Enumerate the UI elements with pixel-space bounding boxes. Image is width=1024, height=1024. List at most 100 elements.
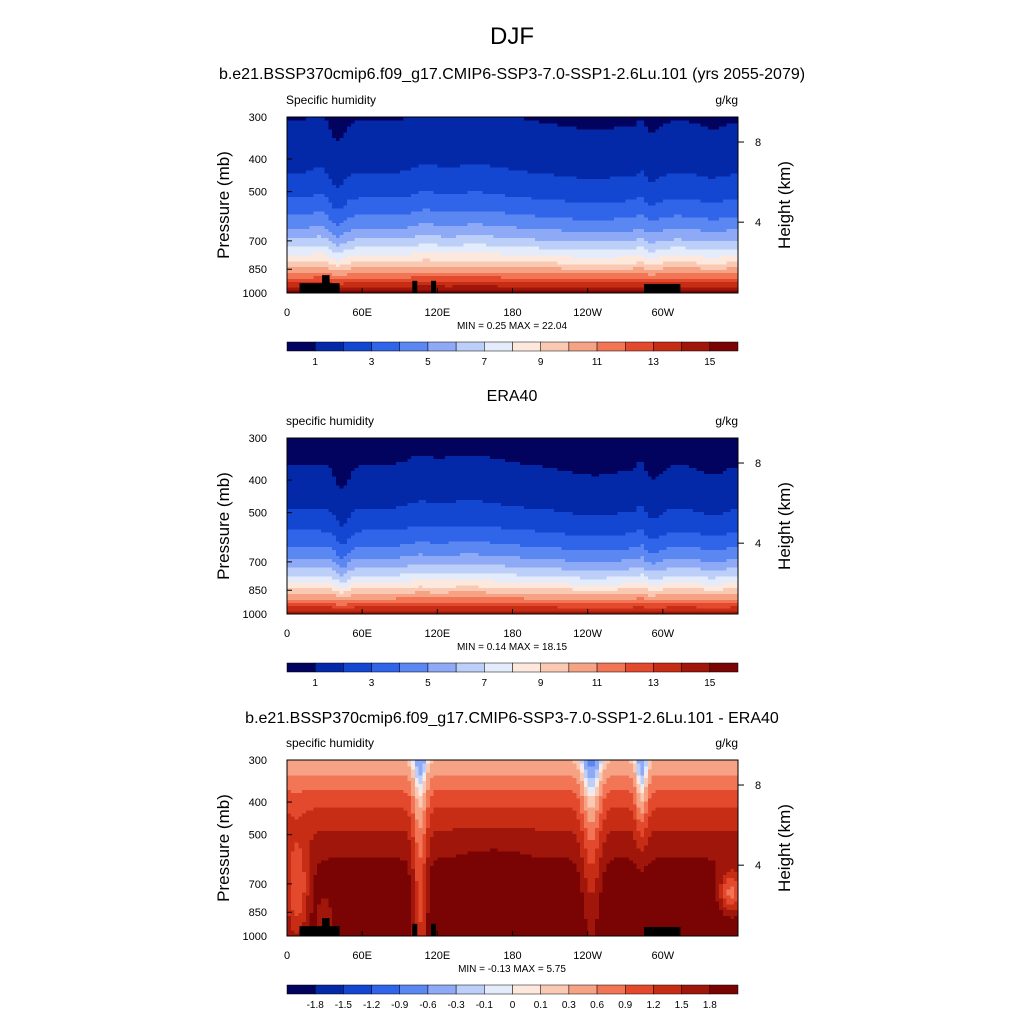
heatmap-cell (437, 178, 442, 183)
heatmap-cell (418, 117, 423, 121)
heatmap-cell (350, 272, 356, 276)
heatmap-cell (377, 216, 382, 221)
heatmap-cell (377, 202, 382, 206)
heatmap-cell (302, 140, 307, 144)
heatmap-cell (467, 205, 472, 209)
heatmap-cell (309, 278, 314, 282)
heatmap-cell (309, 246, 314, 250)
heatmap-cell (422, 181, 427, 186)
heatmap-cell (365, 202, 371, 206)
heatmap-cell (313, 146, 318, 150)
heatmap-cell (478, 207, 484, 212)
heatmap-cell (317, 263, 322, 268)
heatmap-cell (426, 190, 431, 194)
heatmap-cell (422, 137, 427, 142)
heatmap-cell (313, 119, 318, 124)
heatmap-cell (459, 207, 465, 212)
heatmap-cell (298, 175, 303, 180)
heatmap-cell (467, 184, 472, 188)
heatmap-cell (426, 169, 431, 174)
heatmap-cell (384, 158, 390, 162)
heatmap-cell (422, 240, 427, 244)
heatmap-cell (320, 117, 326, 121)
heatmap-cell (456, 149, 461, 153)
heatmap-cell (320, 193, 326, 197)
heatmap-cell (358, 246, 363, 250)
heatmap-cell (463, 216, 468, 221)
heatmap-cell (287, 166, 292, 171)
heatmap-cell (290, 231, 296, 235)
heatmap-cell (388, 163, 393, 168)
heatmap-cell (429, 131, 435, 136)
heatmap-cell (287, 161, 292, 165)
heatmap-cell (335, 122, 341, 127)
heatmap-cell (448, 199, 453, 203)
heatmap-cell (354, 152, 360, 156)
heatmap-cell (354, 155, 360, 159)
heatmap-cell (459, 222, 465, 227)
heatmap-cell (482, 269, 487, 274)
heatmap-cell (407, 134, 412, 139)
heatmap-cell (339, 207, 344, 212)
heatmap-cell (377, 234, 382, 238)
heatmap-cell (395, 172, 401, 177)
heatmap-cell (459, 243, 465, 247)
heatmap-cell (467, 269, 472, 274)
heatmap-cell (302, 181, 307, 186)
heatmap-cell (354, 234, 360, 238)
heatmap-cell (478, 134, 484, 139)
heatmap-cell (287, 263, 292, 268)
heatmap-cell (441, 199, 446, 203)
heatmap-cell (463, 175, 468, 180)
heatmap-cell (441, 134, 446, 139)
heatmap-cell (426, 210, 431, 215)
heatmap-cell (392, 163, 397, 168)
heatmap-cell (486, 184, 491, 188)
heatmap-cell (426, 199, 431, 203)
heatmap-cell (392, 155, 397, 159)
heatmap-cell (290, 175, 296, 180)
heatmap-cell (482, 272, 487, 276)
heatmap-cell (471, 193, 476, 197)
heatmap-cell (471, 231, 476, 235)
heatmap-cell (407, 137, 412, 142)
heatmap-cell (426, 178, 431, 183)
heatmap-cell (411, 210, 416, 215)
heatmap-cell (452, 275, 457, 279)
heatmap-cell (459, 219, 465, 224)
heatmap-cell (343, 246, 348, 250)
heatmap-cell (395, 128, 401, 133)
heatmap-cell (305, 272, 311, 276)
heatmap-cell (418, 222, 423, 227)
heatmap-cell (358, 243, 363, 247)
heatmap-cell (384, 290, 390, 294)
heatmap-cell (347, 210, 352, 215)
heatmap-cell (350, 119, 356, 124)
heatmap-cell (320, 184, 326, 188)
heatmap-cell (365, 163, 371, 168)
heatmap-cell (309, 269, 314, 274)
heatmap-cell (422, 287, 427, 291)
heatmap-cell (324, 190, 329, 194)
heatmap-cell (459, 152, 465, 156)
heatmap-cell (335, 210, 341, 215)
heatmap-cell (486, 290, 491, 294)
heatmap-cell (426, 281, 431, 285)
heatmap-cell (422, 249, 427, 253)
heatmap-cell (422, 281, 427, 285)
heatmap-cell (407, 193, 412, 197)
heatmap-cell (399, 140, 405, 144)
heatmap-cell (324, 237, 329, 241)
heatmap-cell (313, 219, 318, 224)
heatmap-cell (437, 152, 442, 156)
heatmap-cell (448, 131, 453, 136)
heatmap-cell (335, 169, 341, 174)
heatmap-cell (392, 199, 397, 203)
heatmap-cell (414, 222, 420, 227)
heatmap-cell (332, 152, 337, 156)
heatmap-cell (358, 237, 363, 241)
heatmap-cell (377, 281, 382, 285)
heatmap-cell (486, 243, 491, 247)
heatmap-cell (380, 246, 386, 250)
heatmap-cell (407, 234, 412, 238)
